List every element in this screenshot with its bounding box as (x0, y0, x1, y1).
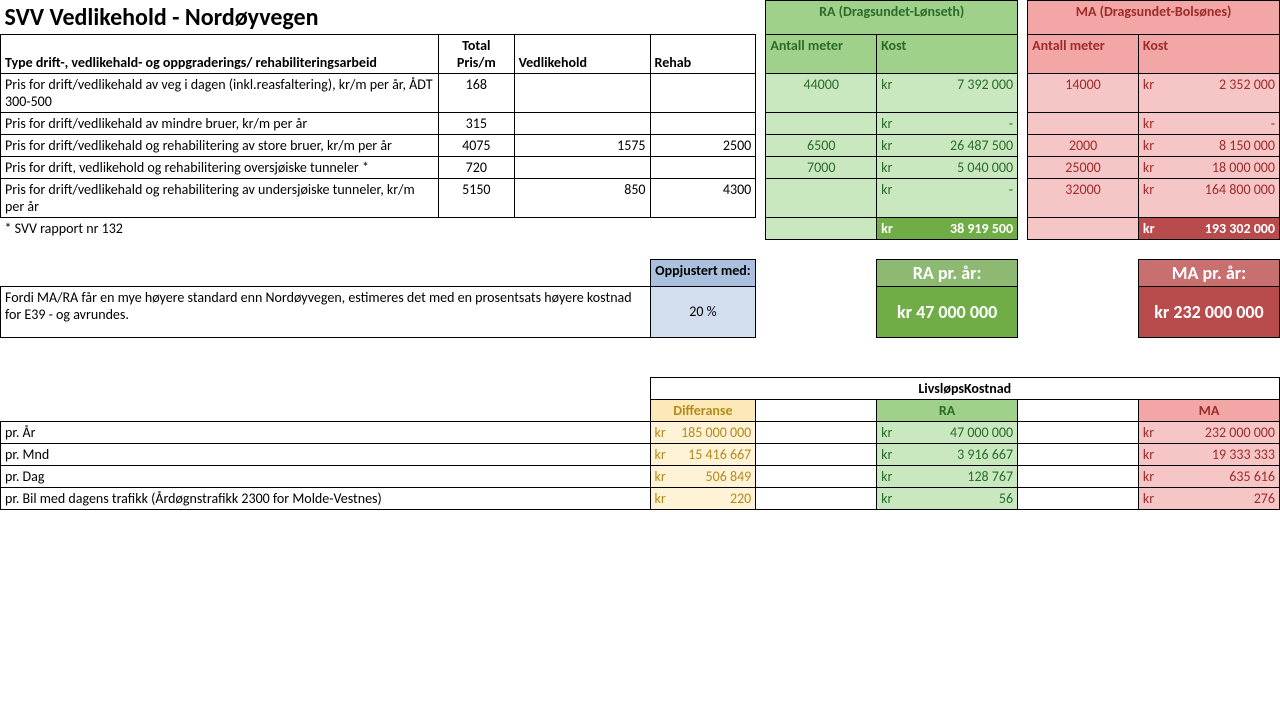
ra-header: RA (Dragsundet-Lønseth) (766, 1, 1018, 35)
cell-ma-k: kr- (1138, 112, 1279, 134)
cell-desc: Pris for drift/vedlikehald og rehabilite… (1, 134, 439, 156)
life-ma: kr635 616 (1138, 465, 1279, 487)
table-row: Pris for drift/vedlikehald av mindre bru… (1, 112, 1280, 134)
cell-desc: Pris for drift/vedlikehald av veg i dage… (1, 73, 439, 112)
cell-ra-m (766, 178, 877, 217)
life-ma: kr276 (1138, 487, 1279, 509)
life-row: pr. Bil med dagens trafikk (Årdøgnstrafi… (1, 487, 1280, 509)
lifecycle-title: LivsløpsKostnad (650, 377, 1279, 399)
col-total: Total Pris/m (439, 34, 515, 73)
table-row: Pris for drift, vedlikehold og rehabilit… (1, 156, 1280, 178)
ra-total: kr38 919 500 (877, 217, 1018, 239)
cell-vedl: 1575 (514, 134, 650, 156)
life-ma: kr232 000 000 (1138, 421, 1279, 443)
cell-total: 5150 (439, 178, 515, 217)
ma-header: MA (Dragsundet-Bolsønes) (1028, 1, 1280, 35)
cell-rehab: 4300 (650, 178, 756, 217)
cell-ma-k: kr2 352 000 (1138, 73, 1279, 112)
cell-desc: Pris for drift/vedlikehald og rehabilite… (1, 178, 439, 217)
life-ma-hdr: MA (1138, 399, 1279, 421)
table-row: Pris for drift/vedlikehald og rehabilite… (1, 178, 1280, 217)
cell-ra-k: kr5 040 000 (877, 156, 1018, 178)
table-row: Pris for drift/vedlikehald og rehabilite… (1, 134, 1280, 156)
main-table: SVV Vedlikehold - Nordøyvegen RA (Dragsu… (0, 0, 1280, 510)
cell-total: 315 (439, 112, 515, 134)
life-ra: kr128 767 (877, 465, 1018, 487)
cell-ma-m: 14000 (1028, 73, 1139, 112)
life-ma: kr19 333 333 (1138, 443, 1279, 465)
cell-vedl: 850 (514, 178, 650, 217)
cell-ma-k: kr164 800 000 (1138, 178, 1279, 217)
life-diff-hdr: Differanse (650, 399, 756, 421)
life-label: pr. Dag (1, 465, 651, 487)
page-title: SVV Vedlikehold - Nordøyvegen (1, 1, 756, 35)
cell-ma-k: kr8 150 000 (1138, 134, 1279, 156)
cell-ra-k: kr- (877, 112, 1018, 134)
ma-year-label: MA pr. år: (1138, 259, 1279, 286)
col-desc: Type drift-, vedlikehald- og oppgraderin… (1, 34, 439, 73)
life-label: pr. År (1, 421, 651, 443)
col-ma-kost: Kost (1138, 34, 1279, 73)
ma-year-value: kr 232 000 000 (1138, 286, 1279, 337)
adj-note: Fordi MA/RA får en mye høyere standard e… (1, 286, 651, 337)
ra-year-value: kr 47 000 000 (877, 286, 1018, 337)
life-ra: kr56 (877, 487, 1018, 509)
adj-label: Oppjustert med: (650, 259, 756, 286)
life-label: pr. Mnd (1, 443, 651, 465)
life-diff: kr220 (650, 487, 756, 509)
cell-ma-m: 2000 (1028, 134, 1139, 156)
cell-vedl (514, 73, 650, 112)
life-label: pr. Bil med dagens trafikk (Årdøgnstrafi… (1, 487, 651, 509)
ra-year-label: RA pr. år: (877, 259, 1018, 286)
cell-total: 4075 (439, 134, 515, 156)
col-ra-kost: Kost (877, 34, 1018, 73)
cell-rehab (650, 156, 756, 178)
cell-desc: Pris for drift/vedlikehald av mindre bru… (1, 112, 439, 134)
life-diff: kr185 000 000 (650, 421, 756, 443)
cell-rehab (650, 73, 756, 112)
col-ma-meter: Antall meter (1028, 34, 1139, 73)
life-diff: kr506 849 (650, 465, 756, 487)
cell-ra-m: 44000 (766, 73, 877, 112)
cell-rehab: 2500 (650, 134, 756, 156)
life-row: pr. Dagkr506 849 kr128 767 kr635 616 (1, 465, 1280, 487)
life-ra: kr3 916 667 (877, 443, 1018, 465)
cell-ra-m: 7000 (766, 156, 877, 178)
cell-ra-k: kr- (877, 178, 1018, 217)
cell-total: 720 (439, 156, 515, 178)
table-row: Pris for drift/vedlikehald av veg i dage… (1, 73, 1280, 112)
adj-value: 20 % (650, 286, 756, 337)
cell-total: 168 (439, 73, 515, 112)
life-row: pr. Årkr185 000 000 kr47 000 000 kr232 000… (1, 421, 1280, 443)
col-rehab: Rehab (650, 34, 756, 73)
cell-ma-m: 32000 (1028, 178, 1139, 217)
footnote: * SVV rapport nr 132 (1, 217, 756, 239)
life-diff: kr15 416 667 (650, 443, 756, 465)
cell-desc: Pris for drift, vedlikehold og rehabilit… (1, 156, 439, 178)
life-ra-hdr: RA (877, 399, 1018, 421)
col-vedl: Vedlikehold (514, 34, 650, 73)
cell-vedl (514, 112, 650, 134)
cell-rehab (650, 112, 756, 134)
cell-ma-m (1028, 112, 1139, 134)
cell-ra-k: kr7 392 000 (877, 73, 1018, 112)
life-row: pr. Mndkr15 416 667 kr3 916 667 kr19 333 3… (1, 443, 1280, 465)
cell-ma-m: 25000 (1028, 156, 1139, 178)
cell-ra-m (766, 112, 877, 134)
ma-total: kr193 302 000 (1138, 217, 1279, 239)
col-ra-meter: Antall meter (766, 34, 877, 73)
life-ra: kr47 000 000 (877, 421, 1018, 443)
cell-ra-m: 6500 (766, 134, 877, 156)
cell-ma-k: kr18 000 000 (1138, 156, 1279, 178)
cell-vedl (514, 156, 650, 178)
cell-ra-k: kr26 487 500 (877, 134, 1018, 156)
